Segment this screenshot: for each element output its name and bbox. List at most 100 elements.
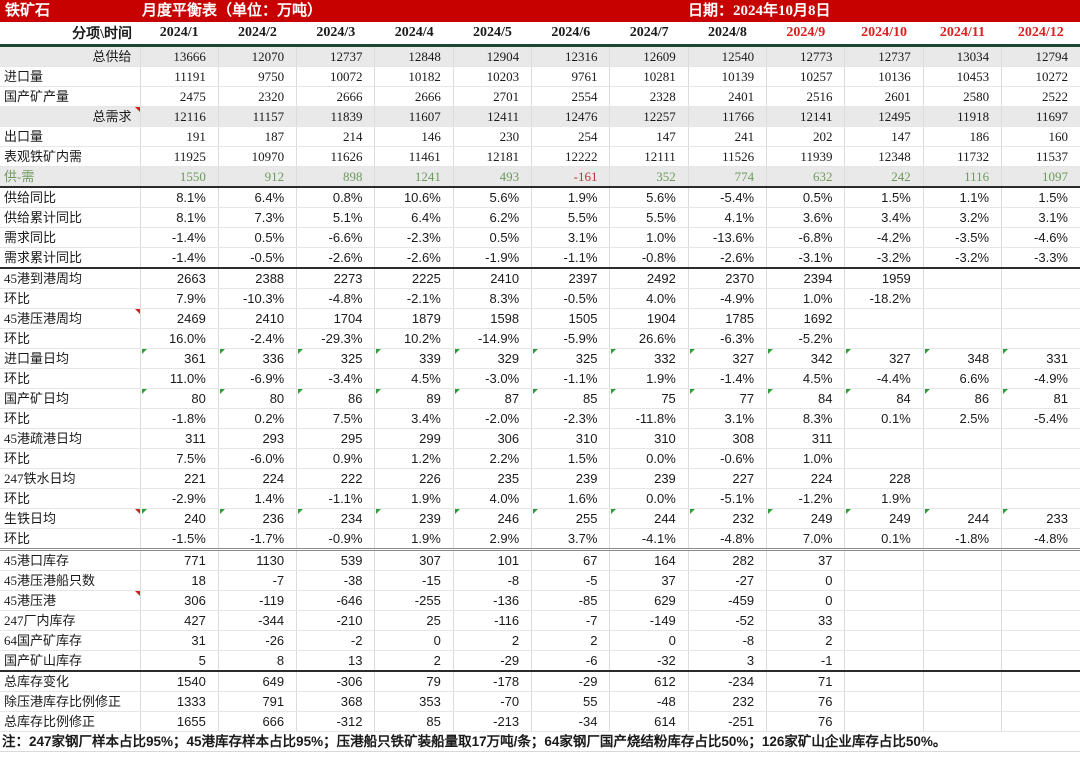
value-cell: 4.0% xyxy=(453,488,533,509)
value-cell xyxy=(1001,288,1080,309)
value-cell: 84 xyxy=(844,388,924,409)
value-cell: 8.3% xyxy=(453,288,533,309)
value-cell: 308 xyxy=(688,428,768,449)
value-cell xyxy=(844,549,924,571)
table-row: 出口量 191 187 214 146 230 254 147 241 202 147 186 160 xyxy=(0,126,1080,147)
row-label: 45港压港 xyxy=(0,590,141,611)
month-header: 2024/1 xyxy=(140,22,219,47)
value-cell: 31 xyxy=(140,630,219,651)
value-cell: -312 xyxy=(296,711,376,732)
value-cell: 3.7% xyxy=(531,528,611,551)
value-cell: -178 xyxy=(453,671,533,692)
table-title: 月度平衡表（单位：万吨） xyxy=(142,3,323,19)
value-cell: 353 xyxy=(374,691,454,712)
value-cell: 55 xyxy=(531,691,611,712)
value-cell: 2 xyxy=(453,630,533,651)
value-cell: -2.0% xyxy=(453,408,533,429)
value-cell: 311 xyxy=(140,428,219,449)
value-cell: -70 xyxy=(453,691,533,712)
table-row: 247厂内库存 427 -344 -210 25 -116 -7 -149 -52 33 xyxy=(0,610,1080,631)
value-cell xyxy=(1001,549,1080,571)
value-cell: 13034 xyxy=(923,45,1003,67)
value-cell: 13 xyxy=(296,650,376,672)
value-cell xyxy=(1001,671,1080,692)
value-cell: 5.5% xyxy=(531,207,611,228)
value-cell: -161 xyxy=(531,166,611,188)
value-cell: -4.9% xyxy=(1001,368,1080,389)
value-cell: -0.8% xyxy=(609,247,689,269)
value-cell: 7.3% xyxy=(218,207,298,228)
value-cell: 0.0% xyxy=(609,448,689,469)
value-cell: -4.8% xyxy=(688,528,768,551)
value-cell: 629 xyxy=(609,590,689,611)
value-cell: 311 xyxy=(766,428,846,449)
value-cell: 101 xyxy=(453,549,533,571)
value-cell: 80 xyxy=(218,388,298,409)
table-row: 需求累计同比 -1.4% -0.5% -2.6% -2.6% -1.9% -1.1% -0.8… xyxy=(0,247,1080,269)
value-cell: 2663 xyxy=(140,268,219,289)
value-cell: 2701 xyxy=(453,86,533,107)
value-cell: 5 xyxy=(140,650,219,672)
value-cell: 1.9% xyxy=(531,187,611,208)
value-cell: 89 xyxy=(374,388,454,409)
value-cell: 1116 xyxy=(923,166,1003,188)
value-cell: -85 xyxy=(531,590,611,611)
value-cell: 12794 xyxy=(1001,45,1080,67)
value-cell: 612 xyxy=(609,671,689,692)
table-row: 环比 16.0% -2.4% -29.3% 10.2% -14.9% -5.9% 26.6% -… xyxy=(0,328,1080,349)
month-header: 2024/8 xyxy=(688,22,767,47)
value-cell: 222 xyxy=(296,468,376,489)
value-cell: -1.4% xyxy=(140,227,219,248)
value-cell: 2 xyxy=(531,630,611,651)
value-cell: 3.1% xyxy=(688,408,768,429)
value-cell: -38 xyxy=(296,570,376,591)
value-cell: -4.2% xyxy=(844,227,924,248)
value-cell: -3.3% xyxy=(1001,247,1080,269)
value-cell: -255 xyxy=(374,590,454,611)
value-cell: 3.6% xyxy=(766,207,846,228)
value-cell: 0.2% xyxy=(218,408,298,429)
month-header: 2024/7 xyxy=(609,22,689,47)
value-cell: -52 xyxy=(688,610,768,631)
value-cell: 11732 xyxy=(923,146,1003,167)
value-cell: 81 xyxy=(1001,388,1080,409)
value-cell: 1241 xyxy=(374,166,454,188)
value-cell: 11.0% xyxy=(140,368,219,389)
value-cell xyxy=(923,711,1003,732)
value-cell: 18 xyxy=(140,570,219,591)
value-cell: -5.4% xyxy=(1001,408,1080,429)
value-cell: 0.1% xyxy=(844,408,924,429)
value-cell: 331 xyxy=(1001,348,1080,369)
row-label: 需求累计同比 xyxy=(0,247,141,269)
value-cell: 2554 xyxy=(531,86,611,107)
value-cell: 0.5% xyxy=(453,227,533,248)
value-cell: 10203 xyxy=(453,66,533,87)
value-cell: -210 xyxy=(296,610,376,631)
value-cell: 2320 xyxy=(218,86,298,107)
value-cell: -0.9% xyxy=(296,528,376,551)
value-cell: 227 xyxy=(688,468,768,489)
value-cell: 6.4% xyxy=(374,207,454,228)
value-cell xyxy=(1001,610,1080,631)
value-cell: 246 xyxy=(453,508,533,529)
value-cell: -7 xyxy=(531,610,611,631)
value-cell: 2370 xyxy=(688,268,768,289)
value-cell: 1.2% xyxy=(374,448,454,469)
value-cell: -1.1% xyxy=(531,247,611,269)
value-cell: 11839 xyxy=(296,106,376,127)
value-cell: 2410 xyxy=(453,268,533,289)
value-cell: 233 xyxy=(1001,508,1080,529)
row-label: 总需求 xyxy=(0,106,141,127)
value-cell: -0.5% xyxy=(531,288,611,309)
value-cell xyxy=(844,711,924,732)
value-cell: 3.1% xyxy=(1001,207,1080,228)
value-cell: -18.2% xyxy=(844,288,924,309)
value-cell: 11537 xyxy=(1001,146,1080,167)
value-cell: -116 xyxy=(453,610,533,631)
value-cell: -2.4% xyxy=(218,328,298,349)
value-cell: -2.6% xyxy=(296,247,376,269)
value-cell xyxy=(844,671,924,692)
value-cell xyxy=(844,610,924,631)
value-cell: 84 xyxy=(766,388,846,409)
value-cell: 1.9% xyxy=(844,488,924,509)
